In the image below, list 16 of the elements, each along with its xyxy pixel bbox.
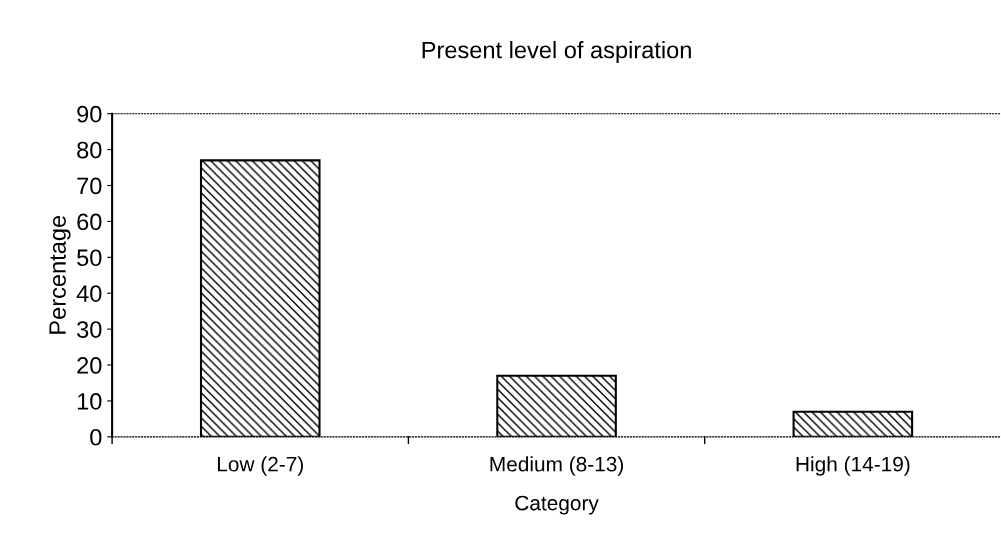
y-tick-label: 50: [77, 249, 102, 267]
chart-title: Present level of aspiration: [422, 41, 691, 64]
y-tick-label: 10: [77, 393, 102, 410]
y-tick-label: 80: [77, 141, 102, 159]
y-tick-label: 0: [90, 428, 102, 446]
y-axis-title: Percentage: [49, 215, 71, 334]
x-tick-label: High (14-19): [796, 456, 910, 476]
x-axis-title: Category: [515, 495, 599, 515]
x-tick-label: Low (2-7): [217, 456, 303, 476]
y-tick-label: 30: [77, 321, 102, 338]
y-tick-label: 20: [77, 357, 102, 374]
x-tick-label: Medium (8-13): [490, 456, 623, 476]
y-tick-label: 90: [77, 105, 102, 123]
y-tick-label: 40: [76, 285, 102, 302]
y-tick-label: 70: [77, 177, 102, 195]
y-tick-label: 60: [77, 213, 102, 231]
